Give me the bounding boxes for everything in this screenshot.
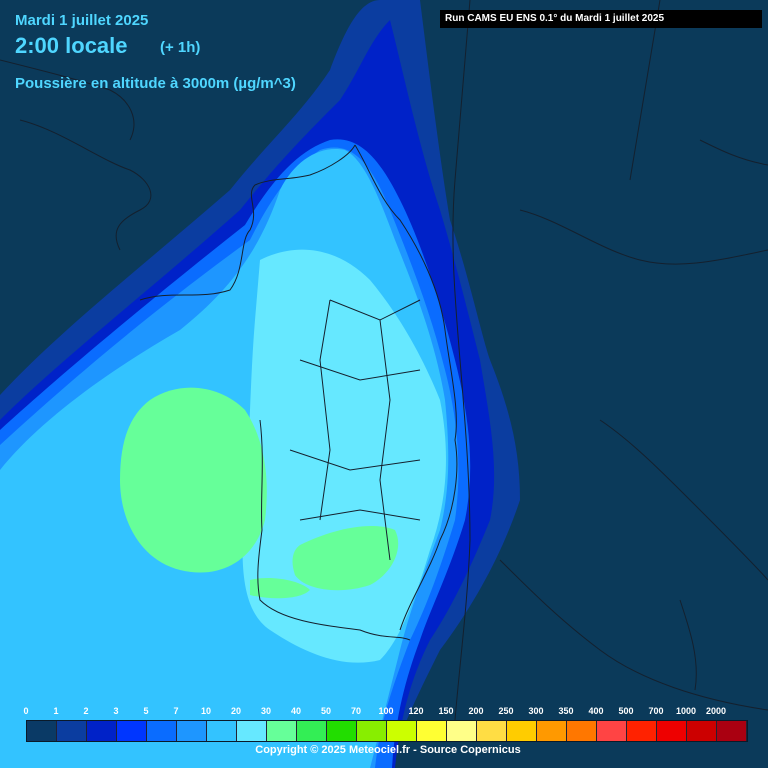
parameter-title: Poussière en altitude à 3000m (µg/m^3)	[15, 75, 296, 92]
legend-swatch	[267, 721, 297, 741]
legend-swatch	[27, 721, 57, 741]
plume-band-7a	[120, 387, 267, 573]
legend-ticks: 0 1 2 3 5 7 10 20 30 40 50 70 100 120 150 200 250 300 350 4…	[23, 706, 746, 718]
legend-tick-label: 10	[200, 706, 212, 716]
run-label: Run CAMS EU ENS 0.1° du Mardi 1 juillet …	[440, 10, 762, 28]
legend-swatch	[147, 721, 177, 741]
forecast-time: 2:00 locale	[15, 33, 128, 58]
legend-swatch	[717, 721, 747, 741]
legend-tick-label: 100	[378, 706, 394, 716]
legend-swatch	[567, 721, 597, 741]
legend-tick-label: 50	[320, 706, 332, 716]
legend-tick-label: 1000	[675, 706, 697, 716]
legend-tick-label: 2	[83, 706, 89, 716]
legend-swatch	[207, 721, 237, 741]
legend-tick-label: 3	[113, 706, 119, 716]
legend-tick-label: 1	[53, 706, 59, 716]
legend-swatch	[327, 721, 357, 741]
legend-swatch	[627, 721, 657, 741]
legend-tick-label: 120	[408, 706, 424, 716]
legend-swatch	[237, 721, 267, 741]
legend-swatch	[57, 721, 87, 741]
legend-tick-label: 70	[350, 706, 362, 716]
legend-swatch	[597, 721, 627, 741]
legend-tick-label: 30	[260, 706, 272, 716]
forecast-date: Mardi 1 juillet 2025	[15, 12, 149, 29]
legend-swatch	[507, 721, 537, 741]
legend-tick-label: 500	[618, 706, 634, 716]
legend-swatch	[87, 721, 117, 741]
legend-swatch	[297, 721, 327, 741]
legend-tick-label: 250	[498, 706, 514, 716]
legend-swatch	[477, 721, 507, 741]
forecast-lead-time: (+ 1h)	[160, 39, 201, 56]
legend-tick-label: 5	[143, 706, 149, 716]
legend-swatch	[177, 721, 207, 741]
plume-band-7b	[292, 525, 399, 591]
legend-tick-label: 40	[290, 706, 302, 716]
copyright-text: Copyright © 2025 Meteociel.fr - Source C…	[255, 744, 521, 756]
legend-tick-label: 150	[438, 706, 454, 716]
legend-swatch	[687, 721, 717, 741]
legend-tick-label: 2000	[705, 706, 727, 716]
legend-swatch	[387, 721, 417, 741]
legend-tick-label: 200	[468, 706, 484, 716]
legend-tick-label: 7	[173, 706, 179, 716]
legend-swatch	[117, 721, 147, 741]
legend-tick-label: 700	[648, 706, 664, 716]
legend-tick-label: 300	[528, 706, 544, 716]
legend-swatch	[357, 721, 387, 741]
legend-swatch	[657, 721, 687, 741]
legend-swatch	[447, 721, 477, 741]
legend-tick-label: 20	[230, 706, 242, 716]
legend-swatch	[537, 721, 567, 741]
plume-band-7c	[250, 578, 310, 599]
legend-swatch	[417, 721, 447, 741]
legend-tick-label: 400	[588, 706, 604, 716]
legend-tick-label: 0	[23, 706, 29, 716]
legend-color-bar	[26, 720, 748, 742]
legend-tick-label: 350	[558, 706, 574, 716]
